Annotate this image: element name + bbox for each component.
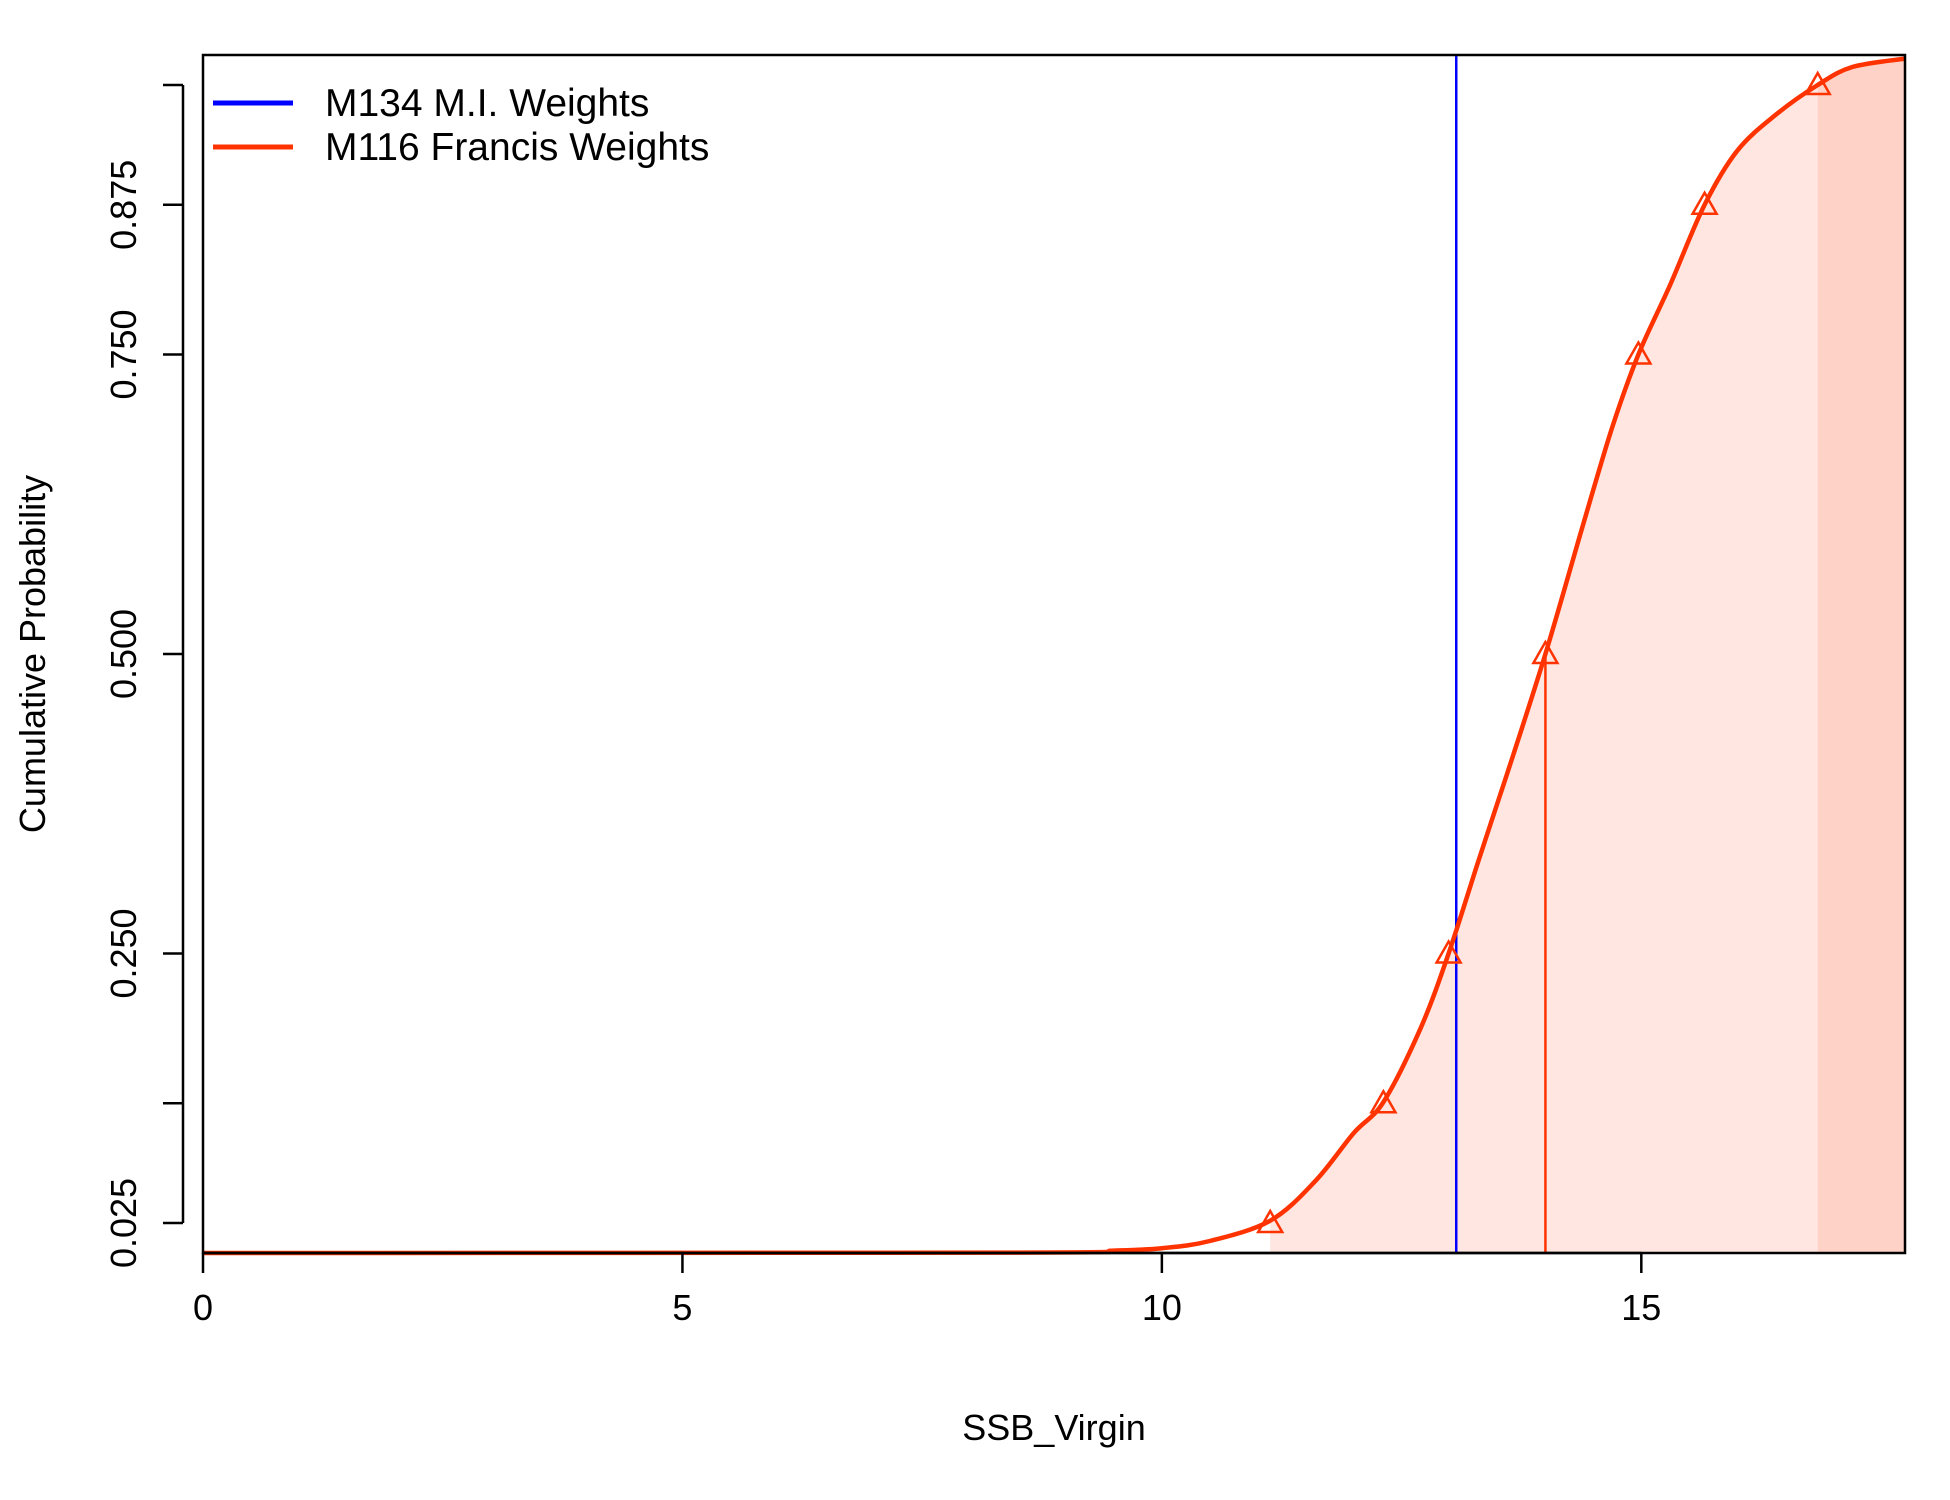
quantile-marker: [1434, 938, 1463, 964]
quantile-marker: [1531, 639, 1560, 665]
legend-label: M116 Francis Weights: [325, 126, 709, 169]
x-tick-label: 15: [1621, 1287, 1661, 1328]
quantile-marker: [1256, 1208, 1285, 1234]
shaded-bands: [1270, 58, 1905, 1254]
shaded-band-2: [1817, 58, 1905, 1254]
x-tick-label: 0: [193, 1287, 213, 1328]
series-line-m116: [202, 56, 1906, 1256]
legend-label: M134 M.I. Weights: [325, 82, 649, 125]
y-tick-label: 0.500: [103, 609, 144, 699]
y-tick-label: 0.250: [103, 908, 144, 998]
quantile-marker: [1803, 70, 1832, 96]
y-tick-label: 0.750: [103, 309, 144, 399]
shaded-band-1: [1270, 85, 1818, 1253]
quantile-marker: [1369, 1088, 1398, 1114]
x-axis: 0 5 10 15: [193, 1251, 1661, 1328]
quantile-marker: [1624, 339, 1653, 365]
quantile-marker: [1690, 190, 1719, 216]
series-layer: [202, 56, 1906, 1256]
x-tick-label: 10: [1142, 1287, 1182, 1328]
y-tick-label: 0.025: [103, 1178, 144, 1268]
x-tick-label: 5: [672, 1287, 692, 1328]
quantile-markers: [1256, 70, 1832, 1234]
x-axis-title: SSB_Virgin: [962, 1407, 1145, 1448]
y-axis: 0.025 0.250 0.500 0.750 0.875: [103, 83, 185, 1268]
y-tick-label: 0.875: [103, 160, 144, 250]
y-axis-title: Cumulative Probability: [12, 475, 53, 833]
